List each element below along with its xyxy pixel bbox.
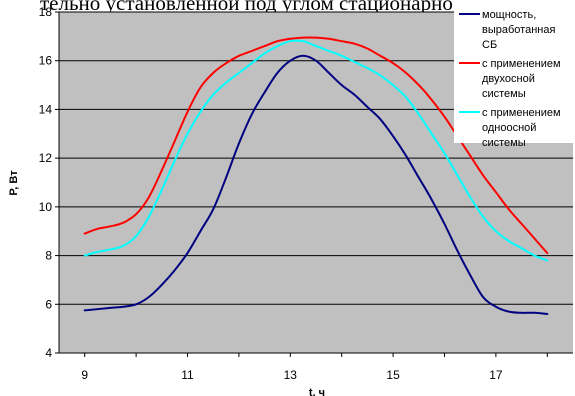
- legend-box: [454, 6, 575, 143]
- legend-label-3: системы: [482, 137, 526, 149]
- y-tick-label: 10: [39, 200, 53, 214]
- y-tick-label: 4: [45, 346, 52, 360]
- y-tick-label: 6: [45, 297, 52, 311]
- legend-label-2: системы: [482, 88, 526, 100]
- y-tick-labels: 4 6 8 10 12 14 16 18: [39, 5, 59, 360]
- header-text: тельно установленной под углом стационар…: [40, 0, 459, 15]
- y-tick-label: 14: [39, 102, 53, 116]
- x-tick-label: 13: [284, 368, 298, 382]
- legend-label-2: двухосной: [482, 73, 535, 85]
- series-layer: [83, 36, 549, 315]
- x-tick-label: 17: [489, 368, 503, 382]
- x-tick-labels: 9 11 13 15 17: [81, 353, 548, 382]
- series-line-1: [83, 54, 549, 315]
- y-axis-title: P, Вт: [8, 170, 20, 196]
- x-tick-label: 15: [386, 368, 400, 382]
- legend-label-1: выработанная: [482, 24, 555, 36]
- y-tick-label: 18: [39, 5, 53, 19]
- legend-label-2: с применением: [482, 58, 561, 70]
- series-line-3: [83, 39, 549, 262]
- legend-label-3: с применением: [482, 107, 561, 119]
- y-tick-label: 12: [39, 151, 53, 165]
- legend-label-1: мощность,: [482, 9, 536, 21]
- y-tick-label: 8: [45, 249, 52, 263]
- y-tick-label: 16: [39, 54, 53, 68]
- axes: [58, 12, 573, 354]
- x-axis-title: t, ч: [309, 387, 325, 396]
- x-tick-label: 11: [181, 368, 194, 382]
- legend: мощность, выработанная СБ с применением двух…: [454, 6, 575, 149]
- legend-label-3: одноосной: [482, 122, 536, 134]
- x-tick-label: 9: [81, 368, 88, 382]
- legend-label-1: СБ: [482, 39, 497, 51]
- series-line-2: [83, 36, 549, 255]
